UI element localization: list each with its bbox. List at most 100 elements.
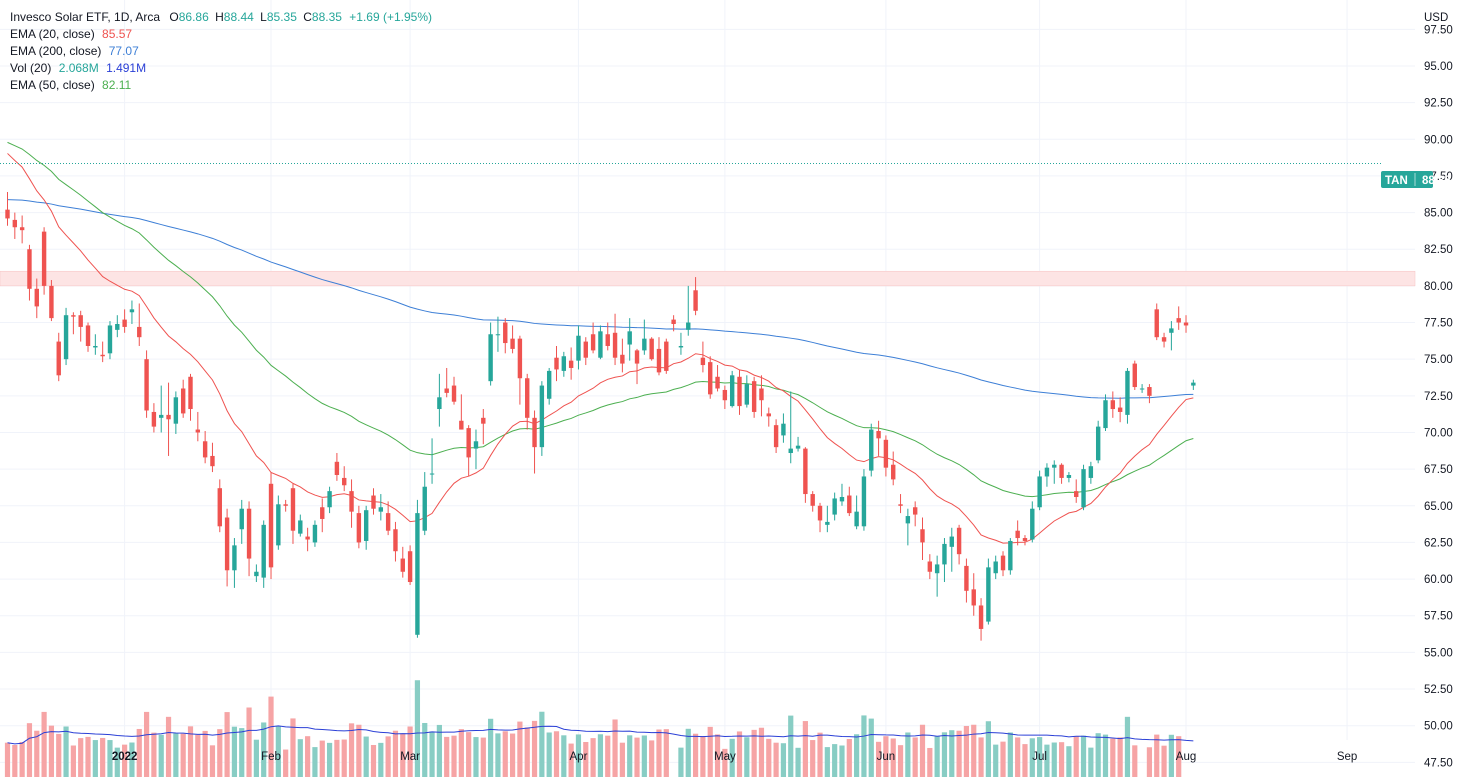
candle-body <box>810 494 815 506</box>
ema200-line <box>7 199 1194 399</box>
candle-body <box>283 504 288 506</box>
legend-ema20-row[interactable]: EMA (20, close) 85.57 <box>10 26 432 43</box>
volume-bar <box>326 742 333 777</box>
candle-body <box>444 388 449 393</box>
volume-bar <box>1161 745 1167 777</box>
candle-body <box>612 332 618 358</box>
candle-body <box>722 389 728 401</box>
candle-body <box>122 319 127 327</box>
volume-bar <box>949 730 955 777</box>
candle-body <box>964 565 969 591</box>
volume-bar <box>63 726 69 777</box>
volume-bar <box>927 747 933 777</box>
volume-bar <box>165 716 172 777</box>
volume-bar <box>70 745 76 777</box>
candle-body <box>151 411 157 427</box>
volume-bar <box>473 737 479 777</box>
chart-legend: Invesco Solar ETF, 1D, Arca O86.86 H88.4… <box>10 9 432 94</box>
volume-bar <box>605 735 611 777</box>
volume-bar <box>744 737 750 777</box>
volume-bar <box>1168 734 1174 777</box>
candle-body <box>920 529 925 543</box>
candle-body <box>715 376 720 389</box>
candle-body <box>927 561 933 572</box>
candle-body <box>173 397 179 424</box>
candle-body <box>115 323 120 330</box>
volume-bar <box>1110 738 1116 777</box>
candle-body <box>63 315 69 360</box>
legend-volume-row[interactable]: Vol (20) 2.068M 1.491M <box>10 60 432 77</box>
volume-bar <box>817 732 823 777</box>
high-value: 88.44 <box>223 10 254 24</box>
candle-body <box>737 376 742 407</box>
y-tick-label: 82.50 <box>1424 244 1453 256</box>
candle-body <box>481 417 486 424</box>
volume-bar <box>568 743 574 777</box>
candle-body <box>869 429 874 471</box>
candle-body <box>144 359 149 411</box>
volume-bar <box>758 727 765 777</box>
volume-bar <box>868 718 874 777</box>
volume-bar <box>1117 737 1123 777</box>
volume-bar <box>1000 741 1006 777</box>
volume-bar <box>1058 742 1065 777</box>
candle-body <box>1103 400 1108 429</box>
legend-ema200-row[interactable]: EMA (200, close) 77.07 <box>10 43 432 60</box>
candle-body <box>971 589 976 606</box>
volume-ma-line <box>7 725 1194 745</box>
y-tick-label: 92.50 <box>1424 98 1453 110</box>
candle-body <box>664 341 669 371</box>
candle-body <box>217 488 222 527</box>
volume-bar <box>283 749 289 777</box>
volume-bar <box>517 721 523 777</box>
ema20-label: EMA (20, close) <box>10 27 95 41</box>
candle-body <box>627 331 632 345</box>
volume-bar <box>246 707 252 777</box>
x-tick-label: Apr <box>570 751 588 763</box>
volume-bar <box>48 725 55 777</box>
ema-lines <box>0 141 1381 544</box>
y-tick-label: 57.50 <box>1424 611 1453 623</box>
currency-label: USD <box>1424 12 1448 24</box>
candle-body <box>19 227 25 231</box>
volume-bar <box>1080 735 1087 777</box>
candle-body <box>956 527 962 555</box>
candle-body <box>576 335 581 361</box>
candle-body <box>473 441 479 449</box>
candle-body <box>305 536 310 540</box>
candle-body <box>1081 469 1086 508</box>
legend-ema50-row[interactable]: EMA (50, close) 82.11 <box>10 77 432 94</box>
volume-bar <box>824 747 830 777</box>
ema20-value: 85.57 <box>102 27 133 41</box>
volume-bar <box>348 723 355 777</box>
volume-bar <box>729 738 735 777</box>
volume-bar <box>978 737 984 777</box>
volume-bar <box>780 743 787 777</box>
candle-body <box>488 334 493 382</box>
volume-bar <box>466 732 472 777</box>
candle-body <box>993 561 998 574</box>
candle-body <box>503 322 508 344</box>
volume-bar <box>993 744 999 777</box>
volume-bar <box>656 729 662 777</box>
volume-bar <box>319 740 325 777</box>
candle-body <box>532 417 537 448</box>
candle-body <box>620 354 625 364</box>
candle-body <box>356 513 362 543</box>
candle-body <box>539 385 545 448</box>
volume-bar <box>912 737 918 777</box>
close-value: 88.35 <box>311 10 342 24</box>
symbol-tag-bg <box>1381 171 1433 188</box>
volume-bar <box>788 715 794 777</box>
candle-body <box>495 334 501 336</box>
candle-body <box>202 441 208 458</box>
volume-bar <box>1015 737 1021 777</box>
volume-bar <box>663 729 669 777</box>
y-tick-label: 97.50 <box>1424 24 1453 36</box>
candle-body <box>832 498 837 515</box>
volume-bar <box>795 747 801 777</box>
candle-body <box>598 331 603 358</box>
candle-body <box>554 357 559 370</box>
volume-bar <box>1176 736 1182 777</box>
